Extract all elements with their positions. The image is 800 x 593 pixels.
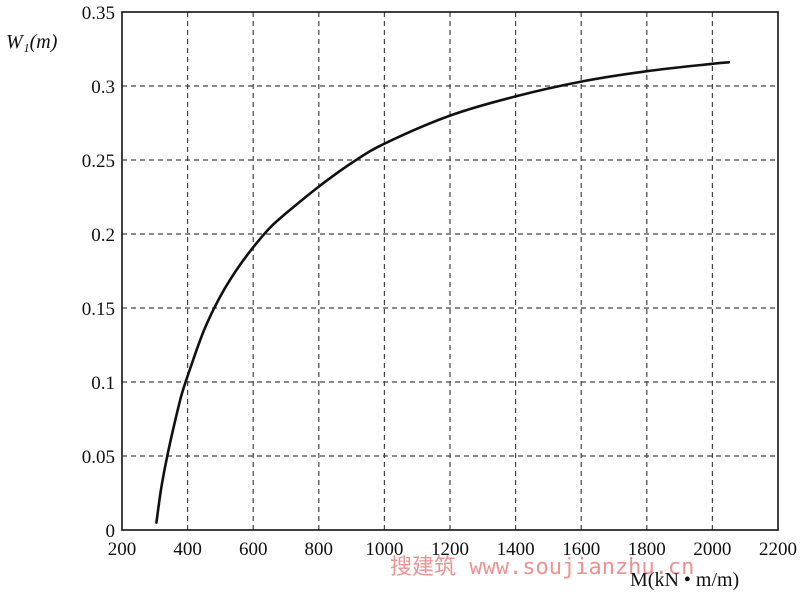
y-axis-label: W₁(m): [6, 31, 58, 53]
y-tick-label: 0.1: [91, 373, 115, 394]
y-tick-label: 0.3: [91, 77, 115, 98]
x-tick-label: 800: [305, 539, 334, 560]
y-axis-ticks: 0 0.05 0.1 0.15 0.2 0.25 0.3 0.35: [82, 3, 115, 542]
x-axis-ticks: 200 400 600 800 1000 1200 1400 1600 1800 2000 2200: [108, 539, 797, 560]
x-tick-label: 200: [108, 539, 137, 560]
x-tick-label: 400: [173, 539, 202, 560]
y-tick-label: 0: [106, 521, 116, 542]
plot-frame: [121, 11, 779, 531]
x-axis-label: M(kN • m/m): [630, 569, 739, 591]
x-tick-label: 1200: [431, 539, 469, 560]
watermark-text: 搜建筑 www.soujianzhu.cn: [390, 555, 694, 580]
y-tick-label: 0.35: [82, 3, 115, 24]
x-tick-label: 1400: [497, 539, 535, 560]
y-tick-label: 0.25: [82, 151, 115, 172]
y-tick-label: 0.05: [82, 447, 115, 468]
grid-lines: [122, 12, 778, 530]
x-tick-label: 2000: [693, 539, 731, 560]
y-tick-label: 0.15: [82, 299, 115, 320]
x-tick-label: 1000: [365, 539, 403, 560]
x-tick-label: 1800: [628, 539, 666, 560]
x-tick-label: 1600: [562, 539, 600, 560]
y-tick-label: 0.2: [91, 225, 115, 246]
series-line: [155, 61, 731, 524]
x-tick-label: 2200: [759, 539, 797, 560]
x-tick-label: 600: [239, 539, 268, 560]
